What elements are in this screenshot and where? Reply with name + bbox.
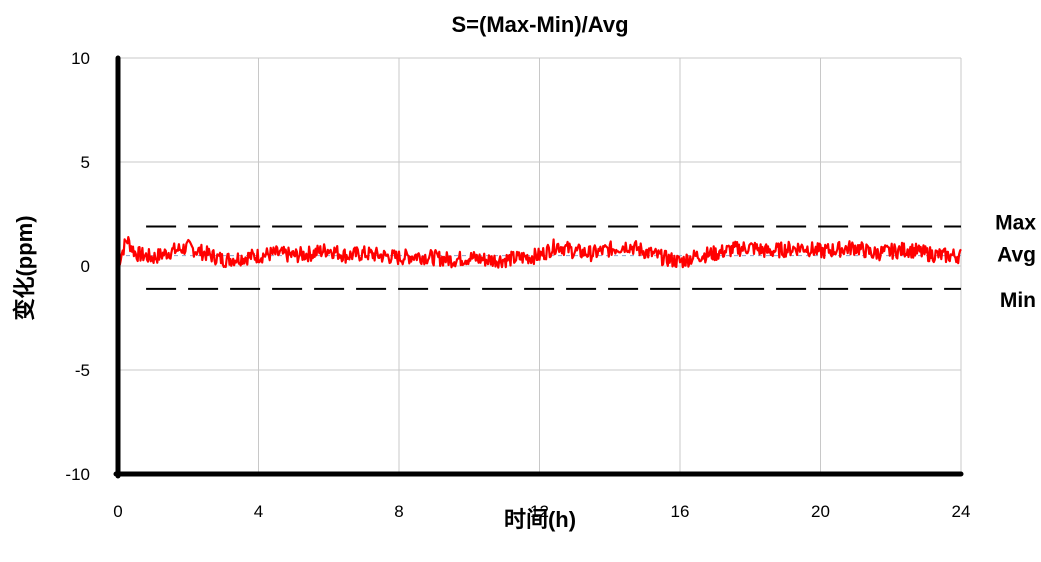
tick-labels: 0 4 8 12 16 20 24 10 5 0 -5 -10 (65, 49, 970, 521)
chart-title: S=(Max-Min)/Avg (451, 12, 628, 37)
ref-label-max: Max (995, 211, 1036, 234)
y-axis-title: 变化(ppm) (12, 215, 37, 320)
x-tick-label: 8 (394, 502, 403, 521)
series-layer (116, 236, 962, 269)
x-tick-label: 4 (254, 502, 263, 521)
x-axis-title: 时间(h) (504, 507, 576, 532)
reference-labels: Max Avg Min (995, 211, 1036, 311)
y-tick-label: 0 (81, 257, 90, 276)
y-tick-label: -10 (65, 465, 90, 484)
x-tick-label: 20 (811, 502, 830, 521)
reference-lines (118, 225, 961, 290)
x-tick-label: 16 (671, 502, 690, 521)
ref-label-avg: Avg (997, 244, 1036, 267)
y-tick-label: -5 (75, 361, 90, 380)
ref-label-min: Min (1000, 289, 1036, 312)
series-line (116, 236, 962, 269)
x-tick-label: 12 (530, 502, 549, 521)
y-tick-label: 10 (71, 49, 90, 68)
x-tick-label: 24 (952, 502, 971, 521)
y-tick-label: 5 (81, 153, 90, 172)
grid (117, 57, 962, 475)
axes (113, 55, 964, 479)
x-tick-label: 0 (113, 502, 122, 521)
